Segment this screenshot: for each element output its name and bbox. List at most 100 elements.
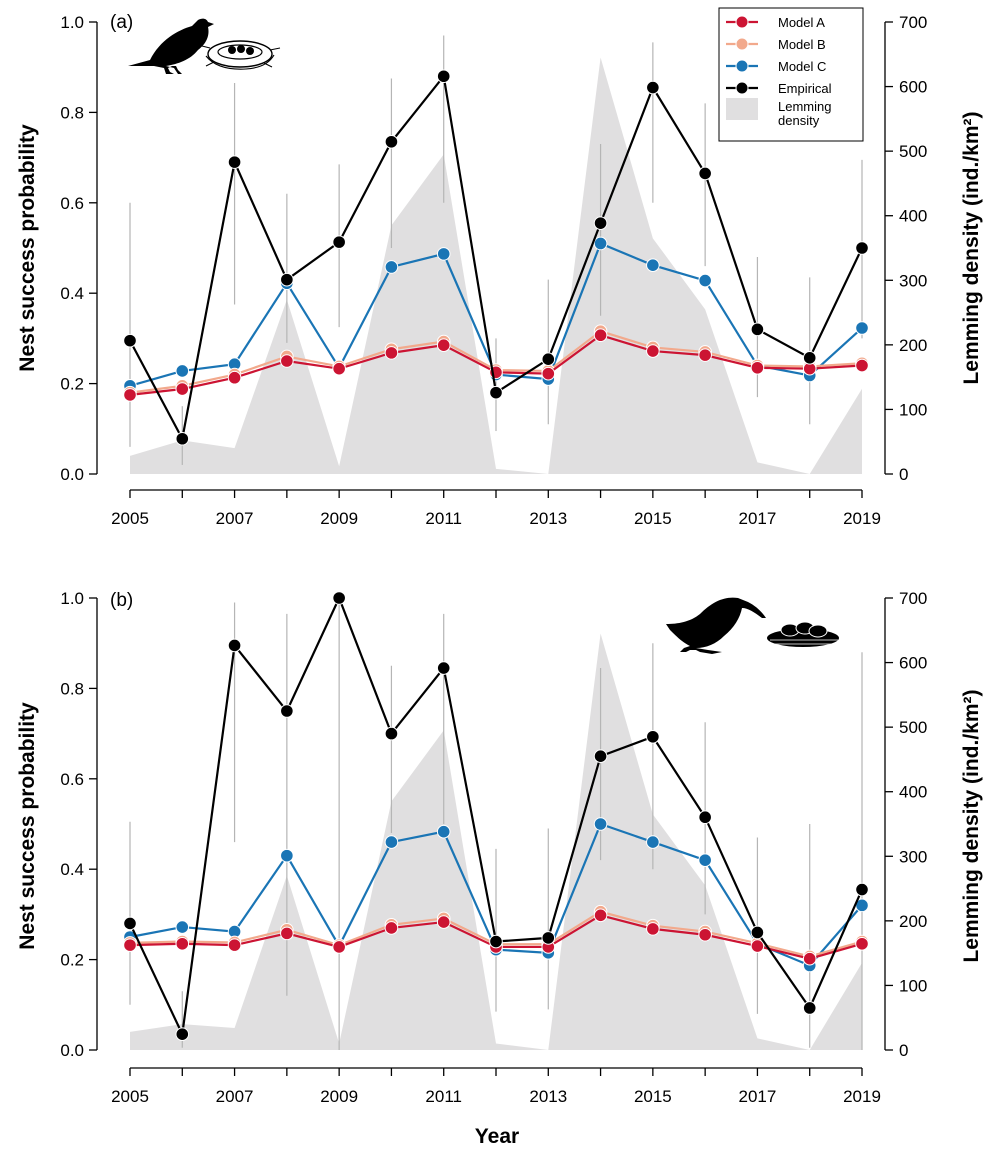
model-a-point bbox=[280, 354, 294, 368]
panel-label: (b) bbox=[110, 590, 133, 611]
model-a-point bbox=[855, 358, 869, 373]
y-left-tick-label: 0.8 bbox=[60, 679, 84, 698]
empirical-point bbox=[541, 352, 556, 366]
ground-nest-eggs-icon bbox=[767, 621, 839, 647]
model-a-point bbox=[698, 348, 712, 362]
model-a-point bbox=[541, 366, 556, 381]
legend-label: Model A bbox=[778, 15, 825, 30]
x-tick-label: 2017 bbox=[739, 1087, 777, 1106]
y-right-tick-label: 400 bbox=[899, 207, 927, 226]
x-tick-label: 2015 bbox=[634, 509, 672, 528]
model-c-point bbox=[698, 853, 712, 867]
y-right-tick-label: 600 bbox=[899, 78, 927, 97]
y-axis-title-left: Nest success probability bbox=[16, 702, 39, 950]
songbird-silhouette-icon bbox=[128, 18, 214, 74]
model-a-point bbox=[332, 361, 346, 376]
empirical-point bbox=[384, 134, 399, 149]
x-tick-label: 2015 bbox=[634, 1087, 672, 1106]
empirical-point bbox=[593, 749, 608, 764]
axes-layer: 0.0 0.2 0.4 0.6 0.8 1.0 0 100 200 300 400 500 600 700… bbox=[60, 13, 927, 528]
empirical-point bbox=[489, 385, 503, 400]
y-left-tick-label: 1.0 bbox=[60, 589, 84, 608]
empirical-point bbox=[227, 638, 242, 653]
y-axis-title-right: Lemming density (ind./km²) bbox=[960, 689, 983, 962]
model-a-point bbox=[646, 922, 660, 936]
empirical-point bbox=[227, 155, 242, 169]
y-right-tick-label: 0 bbox=[899, 1041, 908, 1060]
y-left-tick-label: 0.4 bbox=[60, 860, 84, 879]
model-a-point bbox=[384, 921, 399, 935]
y-left-tick-label: 0.6 bbox=[60, 770, 84, 789]
y-left-tick-label: 1.0 bbox=[60, 13, 84, 32]
model-a-point bbox=[750, 360, 765, 375]
y-left-tick-label: 0.6 bbox=[60, 194, 84, 213]
legend-item-empirical: Empirical bbox=[726, 81, 832, 96]
y-right-tick-label: 0 bbox=[899, 465, 908, 484]
panel-label: (a) bbox=[110, 12, 133, 33]
empirical-point bbox=[175, 431, 190, 446]
model-a-point bbox=[436, 338, 451, 352]
series-layer bbox=[123, 591, 869, 1041]
model-a-point bbox=[175, 382, 190, 396]
model-a-point bbox=[855, 936, 869, 951]
y-right-tick-label: 400 bbox=[899, 783, 927, 802]
y-right-tick-label: 600 bbox=[899, 654, 927, 673]
empirical-point bbox=[750, 322, 765, 337]
model-c-point bbox=[436, 247, 451, 261]
empirical-point bbox=[802, 351, 817, 365]
y-left-tick-label: 0.0 bbox=[60, 1041, 84, 1060]
panel-b: 0.0 0.2 0.4 0.6 0.8 1.0 0 100 200 300 400 500 600 700… bbox=[16, 589, 983, 1148]
y-right-tick-label: 300 bbox=[899, 271, 927, 290]
model-a-point bbox=[123, 938, 137, 952]
legend-label: Lemming bbox=[778, 99, 831, 114]
x-tick-label: 2009 bbox=[320, 1087, 358, 1106]
legend-swatch-point bbox=[735, 81, 749, 95]
cup-nest-icon bbox=[201, 40, 281, 70]
empirical-point bbox=[855, 882, 869, 897]
lemming-density-area bbox=[130, 633, 862, 1050]
y-right-tick-label: 700 bbox=[899, 589, 927, 608]
legend-item-model-c: Model C bbox=[726, 59, 826, 74]
model-c-point bbox=[384, 260, 399, 274]
empirical-point bbox=[855, 241, 869, 255]
legend: Model A Model B Model C Empirical Lemmingden… bbox=[718, 7, 864, 142]
empirical-point bbox=[175, 1027, 190, 1041]
model-c-point bbox=[593, 236, 608, 251]
model-a-point bbox=[227, 938, 242, 952]
empirical-point bbox=[802, 1001, 817, 1015]
model-a-point bbox=[646, 344, 660, 358]
empirical-point bbox=[698, 810, 712, 825]
model-c-point bbox=[384, 835, 399, 849]
legend-label: Model C bbox=[778, 59, 826, 74]
y-left-tick-label: 0.2 bbox=[60, 951, 84, 970]
legend-swatch-point bbox=[735, 59, 749, 73]
model-a-point bbox=[593, 328, 608, 343]
model-a-point bbox=[698, 927, 712, 942]
x-tick-label: 2013 bbox=[529, 509, 567, 528]
x-tick-label: 2007 bbox=[216, 509, 254, 528]
legend-swatch-box bbox=[726, 98, 758, 120]
x-tick-label: 2005 bbox=[111, 1087, 149, 1106]
y-left-tick-label: 0.4 bbox=[60, 284, 84, 303]
empirical-point bbox=[280, 704, 294, 718]
legend-label-line2: density bbox=[778, 113, 820, 128]
model-a-point bbox=[802, 951, 817, 966]
model-a-point bbox=[750, 939, 765, 953]
y-right-tick-label: 100 bbox=[899, 400, 927, 419]
empirical-point bbox=[698, 166, 712, 181]
y-left-tick-label: 0.8 bbox=[60, 103, 84, 122]
empirical-point bbox=[436, 661, 451, 675]
x-tick-label: 2011 bbox=[425, 1087, 462, 1106]
legend-item-model-b: Model B bbox=[726, 37, 826, 52]
empirical-point bbox=[332, 591, 346, 605]
y-right-tick-label: 100 bbox=[899, 976, 927, 995]
model-c-point bbox=[280, 848, 294, 863]
legend-swatch-point bbox=[735, 37, 749, 51]
y-right-tick-label: 500 bbox=[899, 142, 927, 161]
empirical-point bbox=[123, 916, 137, 931]
y-left-tick-label: 0.2 bbox=[60, 375, 84, 394]
model-c-point bbox=[175, 364, 190, 378]
model-a-point bbox=[332, 940, 346, 954]
model-c-point bbox=[646, 258, 660, 272]
